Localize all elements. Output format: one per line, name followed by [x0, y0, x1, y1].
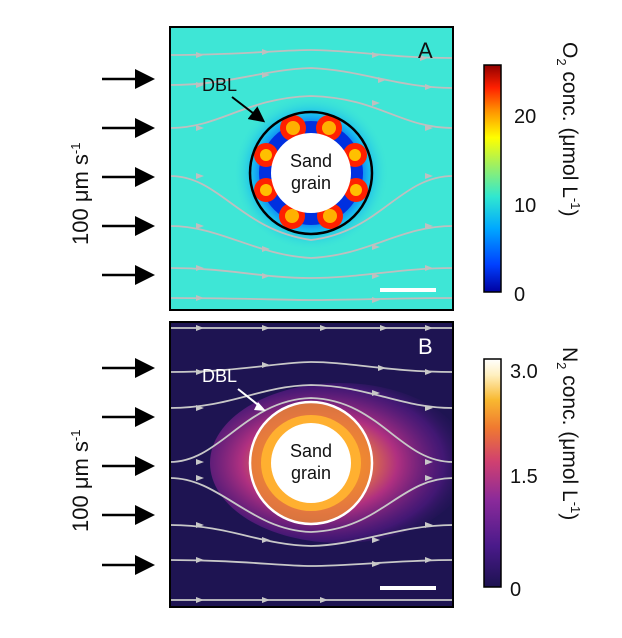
panel-b-tick-0: 0	[510, 579, 521, 601]
panel-a: A DBL Sand grain 100 μm s-1 20 10 0 O2 c…	[68, 26, 583, 311]
panel-b-tick-1-5: 1.5	[510, 466, 538, 488]
panel-a-flow-label: 100 μm s-1	[68, 143, 93, 246]
panel-b-letter: B	[418, 334, 433, 359]
panel-a-colorbar	[483, 64, 502, 293]
panel-a-tick-10: 10	[514, 195, 536, 217]
panel-a-flow-arrows	[102, 69, 155, 285]
panel-b-dbl-ring	[248, 400, 374, 526]
panel-b-dbl-label: DBL	[202, 366, 237, 386]
panel-a-hotspots	[254, 115, 368, 229]
panel-a-dbl-label: DBL	[202, 75, 237, 95]
panel-b-streamlines	[170, 327, 453, 601]
panel-a-sand-grain	[271, 133, 351, 213]
panel-b-scale-bar	[380, 586, 436, 590]
panel-b-colorbar	[483, 358, 502, 588]
panel-a-letter: A	[418, 38, 433, 63]
panel-a-grain-line1: Sand	[290, 151, 332, 171]
panel-a-streamlines	[170, 49, 453, 301]
panel-a-tick-20: 20	[514, 106, 536, 128]
panel-a-tick-0: 0	[514, 284, 525, 306]
panel-a-frame	[169, 26, 454, 311]
panel-a-colorbar-label: O2 conc. (μmol L-1)	[554, 42, 583, 216]
panel-a-grain-line2: grain	[291, 173, 331, 193]
panel-b-grain-line1: Sand	[290, 441, 332, 461]
panel-b-frame	[169, 321, 454, 608]
panel-b-colorbar-label: N2 conc. (μmol L-1)	[554, 347, 583, 520]
panel-a-scale-bar	[380, 288, 436, 292]
panel-a-dbl-ring	[248, 110, 374, 236]
panel-b-stream-arrows	[196, 325, 433, 603]
panel-b: B DBL Sand grain 100 μm s-1 3.0 1.5 0 N2…	[68, 321, 583, 608]
panel-b-flow-label: 100 μm s-1	[68, 430, 93, 533]
panel-b-flow-arrows	[102, 358, 155, 575]
panel-b-tick-3: 3.0	[510, 361, 538, 383]
panel-b-sand-grain	[271, 423, 351, 503]
panel-b-grain-line2: grain	[291, 463, 331, 483]
panel-a-dbl-pointer	[231, 96, 266, 123]
panel-a-stream-arrows	[196, 49, 433, 303]
